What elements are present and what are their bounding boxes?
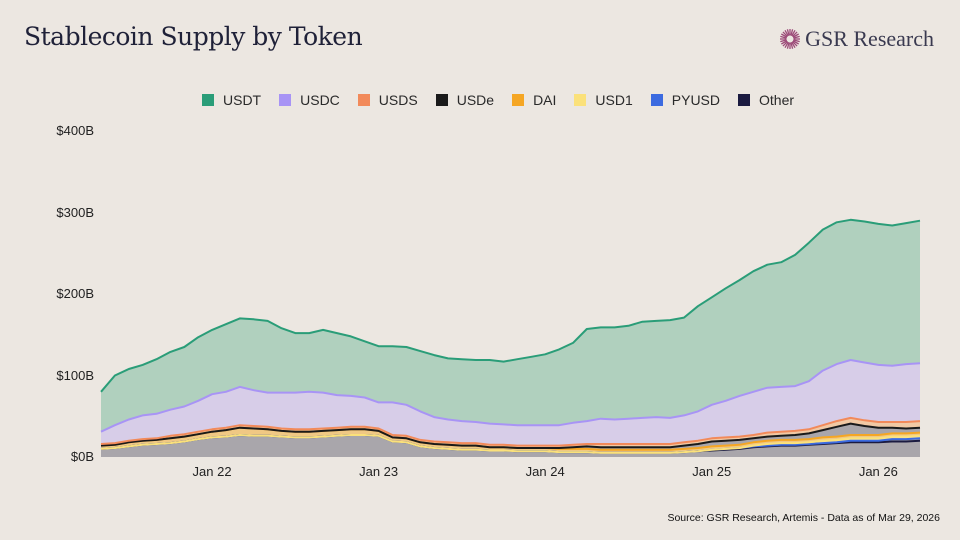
legend-swatch [202,94,214,106]
legend-label: USD1 [595,92,633,108]
area-usdt [101,219,920,432]
x-tick-label: Jan 26 [858,464,898,479]
legend-item-dai: DAI [512,92,556,108]
area-usdc [101,360,920,446]
legend-label: PYUSD [671,92,720,108]
legend-item-usd1: USD1 [574,92,633,108]
legend-swatch [738,94,750,106]
legend-label: USDC [300,92,340,108]
area-other [101,435,920,457]
logo-text: GSR Research [805,26,934,51]
line-usdt [100,218,921,393]
source-note: Source: GSR Research, Artemis - Data as … [667,512,940,524]
legend-item-pyusd: PYUSD [650,92,720,108]
y-tick-label: $200B [56,286,94,301]
legend-label: USDS [378,92,418,108]
chart-legend: USDT USDC USDS USDe DAI USD1 PYUSD Other [202,92,812,108]
legend-swatch [650,94,663,106]
sunburst-logo-icon [780,29,801,49]
legend-item-usdt: USDT [202,92,261,108]
y-tick-label: $0B [70,449,94,464]
x-tick-label: Jan 22 [192,464,232,479]
line-usde [100,422,921,449]
legend-swatch [574,94,587,106]
legend-swatch [435,94,448,106]
legend-swatch [512,94,525,106]
y-tick-label: $300B [56,204,94,220]
y-tick-label: $400B [56,123,94,138]
legend-item-other: Other [738,92,794,108]
legend-label: USDe [456,92,495,108]
legend-swatch [357,94,370,106]
line-usds [100,416,921,447]
x-tick-label: Jan 24 [525,464,565,479]
legend-swatch [279,94,292,106]
line-usd1 [100,434,921,454]
area-usde [101,423,920,450]
x-tick-label: Jan 23 [359,464,399,479]
legend-label: Other [759,92,795,108]
x-tick-label: Jan 25 [692,464,732,479]
gsr-research-logo: GSR Research [779,26,934,52]
page-title: Stablecoin Supply by Token [24,22,363,51]
legend-label: DAI [533,92,557,108]
legend-label: USDT [223,92,262,108]
y-tick-label: $100B [56,367,94,383]
line-usdc [100,359,921,433]
legend-item-usds: USDS [357,92,418,108]
legend-item-usdc: USDC [279,92,340,108]
legend-item-usde: USDe [435,92,495,108]
